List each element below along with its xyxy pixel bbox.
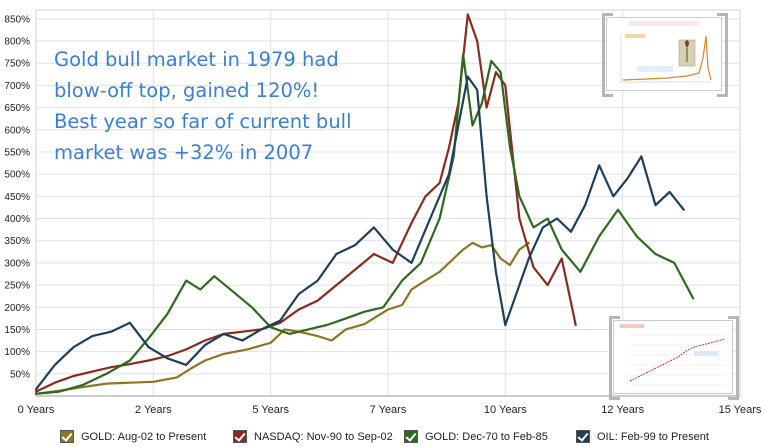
x-tick-label: 0 Years [18,404,55,416]
x-tick-label: 5 Years [252,404,289,416]
y-tick-label: 600% [4,125,30,136]
y-tick-label: 650% [4,103,30,114]
y-tick-label: 850% [4,14,30,25]
x-tick-label: 7 Years [370,404,407,416]
legend-label-oil: OIL: Feb-99 to Present [597,430,709,443]
y-tick-label: 800% [4,37,30,48]
series-line-gold-dec70 [34,53,695,395]
y-tick-label: 150% [4,325,30,336]
x-tick-label: 10 Years [484,404,527,416]
legend-label-nasdaq: NASDAQ: Nov-90 to Sep-02 [254,430,393,443]
x-tick-label: 2 Years [135,404,172,416]
annotation-line-3: Best year so far of current bull [54,110,352,133]
series-line-gold-aug02 [34,241,530,395]
legend-label-gold-dec70: GOLD: Dec-70 to Feb-85 [425,430,548,443]
annotation-line-1: Gold bull market in 1979 had [54,48,339,71]
x-axis-ticks: 0 Years 2 Years 5 Years 7 Years 10 Years 12 Y… [18,404,762,416]
series-line-oil [34,75,685,391]
y-tick-label: 50% [10,369,30,380]
chart-grid [35,9,741,397]
gold-price-thumbnail [613,320,733,394]
y-axis-ticks: 50% 100% 150% 200% 250% 300% 350% 400% 450% 500% 5… [4,14,30,380]
y-tick-label: 200% [4,303,30,314]
legend-swatch-oil [576,430,590,443]
gold-inset-bracket-right [728,316,739,400]
y-tick-label: 700% [4,81,30,92]
x-tick-label: 15 Years [719,404,762,416]
chart-series [34,13,695,395]
tulip-mania-thumbnail [606,17,722,91]
y-tick-label: 550% [4,147,30,158]
chart-annotation: Gold bull market in 1979 had blow-off to… [54,44,394,168]
y-tick-label: 450% [4,192,30,203]
series-line-nasdaq [34,13,577,393]
y-tick-label: 300% [4,258,30,269]
legend-swatch-gold-dec70 [404,430,418,443]
legend-item-gold-aug02: GOLD: Aug-02 to Present [60,430,206,443]
legend-label-gold-aug02: GOLD: Aug-02 to Present [81,430,207,443]
legend-item-nasdaq: NASDAQ: Nov-90 to Sep-02 [233,430,393,443]
y-tick-label: 750% [4,59,30,70]
y-tick-label: 500% [4,170,30,181]
gold-price-thumbnail-image [614,321,732,393]
tulip-inset-bracket-left [602,13,613,97]
chart-legend: GOLD: Aug-02 to Present NASDAQ: Nov-90 t… [0,428,765,447]
y-tick-label: 250% [4,281,30,292]
annotation-line-2: blow-off top, gained 120%! [54,79,320,102]
legend-item-gold-dec70: GOLD: Dec-70 to Feb-85 [404,430,548,443]
y-tick-label: 400% [4,214,30,225]
tulip-mania-thumbnail-image [607,18,721,90]
annotation-line-4: market was +32% in 2007 [54,141,314,164]
x-tick-label: 12 Years [601,404,644,416]
y-tick-label: 100% [4,347,30,358]
legend-swatch-nasdaq [233,430,247,443]
legend-item-oil: OIL: Feb-99 to Present [576,430,709,443]
gold-inset-bracket-left [609,316,620,400]
legend-swatch-gold-aug02 [60,430,74,443]
tulip-inset-bracket-right [717,13,728,97]
y-tick-label: 350% [4,236,30,247]
